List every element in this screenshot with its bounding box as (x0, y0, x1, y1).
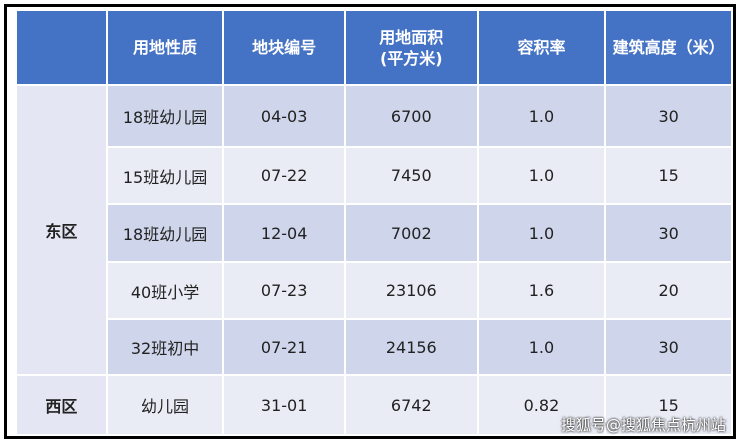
table-cell: 30 (604, 203, 733, 263)
table-cell: 07-23 (222, 261, 346, 320)
table-cell: 30 (604, 318, 733, 376)
table-cell: 6700 (343, 84, 479, 148)
table-row: 东区 18班幼儿园 04-03 6700 1.0 30 (15, 84, 733, 376)
table-frame: 用地性质 地块编号 用地面积 (平方米) 容积率 建筑高度（米） 东区 18班幼儿园 04-… (4, 4, 736, 439)
table-cell: 15班幼儿园 (105, 146, 225, 205)
zone-cell: 西区 (15, 374, 108, 436)
table-cell: 1.0 (476, 318, 607, 376)
table-cell: 04-03 (222, 84, 346, 148)
table-cell: 07-21 (222, 318, 346, 376)
table-cell: 23106 (343, 261, 479, 320)
table-cell: 30 (604, 84, 733, 148)
table-cell: 40班小学 (105, 261, 225, 320)
table-row: 西区 幼儿园 31-01 6742 0.82 15 (15, 374, 733, 436)
table-cell: 0.82 (476, 374, 607, 436)
header-cell: 用地性质 (105, 9, 225, 86)
table-cell: 32班初中 (105, 318, 225, 376)
table-cell: 12-04 (222, 203, 346, 263)
watermark: 搜狐号@搜狐焦点杭州站 (560, 416, 726, 434)
table-cell: 7002 (343, 203, 479, 263)
table-cell: 6742 (343, 374, 479, 436)
table-row: 18班幼儿园 12-04 7002 1.0 30 (16, 203, 733, 263)
header-cell: 用地面积 (平方米) (343, 9, 479, 86)
table-row: 15班幼儿园 07-22 7450 1.0 15 (16, 146, 733, 205)
table-cell: 1.0 (476, 84, 607, 148)
table-cell: 1.0 (476, 203, 607, 263)
header-row: 用地性质 地块编号 用地面积 (平方米) 容积率 建筑高度（米） (15, 9, 733, 86)
table-cell: 24156 (343, 318, 479, 376)
header-cell: 建筑高度（米） (604, 9, 733, 86)
data-table: 用地性质 地块编号 用地面积 (平方米) 容积率 建筑高度（米） 东区 18班幼儿园 04-… (15, 9, 733, 436)
table-cell: 18班幼儿园 (105, 203, 225, 263)
table-row: 40班小学 07-23 23106 1.6 20 (16, 261, 733, 320)
table-cell: 31-01 (222, 374, 346, 436)
table-cell: 15 (604, 146, 733, 205)
table-row: 32班初中 07-21 24156 1.0 30 (16, 318, 733, 376)
table-cell: 15 (604, 374, 733, 436)
table-cell: 07-22 (222, 146, 346, 205)
table-cell: 20 (604, 261, 733, 320)
table-cell: 7450 (343, 146, 479, 205)
header-cell: 地块编号 (222, 9, 346, 86)
header-corner (15, 9, 108, 86)
header-cell: 容积率 (476, 9, 607, 86)
zone-cell: 东区 (15, 84, 108, 376)
table-cell: 18班幼儿园 (105, 84, 225, 148)
table-cell: 1.6 (476, 261, 607, 320)
table-cell: 1.0 (476, 146, 607, 205)
table-cell: 幼儿园 (105, 374, 225, 436)
